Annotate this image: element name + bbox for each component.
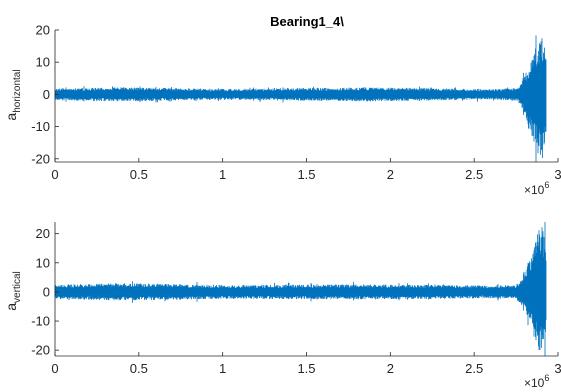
y-tick-label: 10 (36, 255, 50, 270)
x-tick-label: 0 (51, 167, 58, 182)
y-axis-label-subscript: horizontal (12, 69, 23, 112)
subplot-vertical: 0 0.5 1 1.5 2 2.5 3 -20 -10 0 10 20 (31, 222, 561, 376)
x-tick-label: 1 (219, 167, 226, 182)
x-tick-label: 3 (554, 167, 561, 182)
x-tick-label: 0.5 (130, 361, 148, 376)
y-axis-label-main: a (3, 113, 19, 121)
y-tick-label: 0 (43, 284, 50, 299)
x-tick-label: 2 (387, 167, 394, 182)
x-exponent-base: ×10 (524, 183, 545, 197)
y-axis-label-horizontal: ahorizontal (3, 69, 23, 120)
x-tick-label: 0.5 (130, 167, 148, 182)
y-tick-label: -20 (31, 151, 50, 166)
x-exponent-base: ×10 (524, 376, 545, 390)
y-tick-label: -10 (31, 119, 50, 134)
chart-title: Bearing1_4\ (270, 14, 344, 29)
x-exponent-label-bottom: ×106 (524, 373, 549, 390)
y-tick-label: 10 (36, 55, 50, 70)
y-tick-label: 20 (36, 226, 50, 241)
y-tick-label: 0 (43, 87, 50, 102)
y-axis-label-main: a (3, 303, 19, 311)
x-tick-label: 2.5 (465, 167, 483, 182)
y-tick-label: -10 (31, 314, 50, 329)
x-tick-label: 1.5 (297, 361, 315, 376)
subplot-horizontal: 0 0.5 1 1.5 2 2.5 3 -20 -10 0 10 20 (31, 23, 561, 183)
x-exponent-label-top: ×106 (524, 180, 549, 197)
y-tick-label: -20 (31, 343, 50, 358)
x-tick-label: 2.5 (465, 361, 483, 376)
x-tick-label: 2 (387, 361, 394, 376)
x-exponent-power: 6 (544, 373, 549, 383)
y-axis-label-vertical: avertical (3, 271, 23, 310)
x-tick-label: 1 (219, 361, 226, 376)
y-axis-label-subscript: vertical (12, 271, 23, 303)
y-tick-label: 20 (36, 23, 50, 38)
x-tick-label: 3 (554, 361, 561, 376)
x-exponent-power: 6 (544, 180, 549, 190)
x-tick-label: 1.5 (297, 167, 315, 182)
x-tick-label: 0 (51, 361, 58, 376)
